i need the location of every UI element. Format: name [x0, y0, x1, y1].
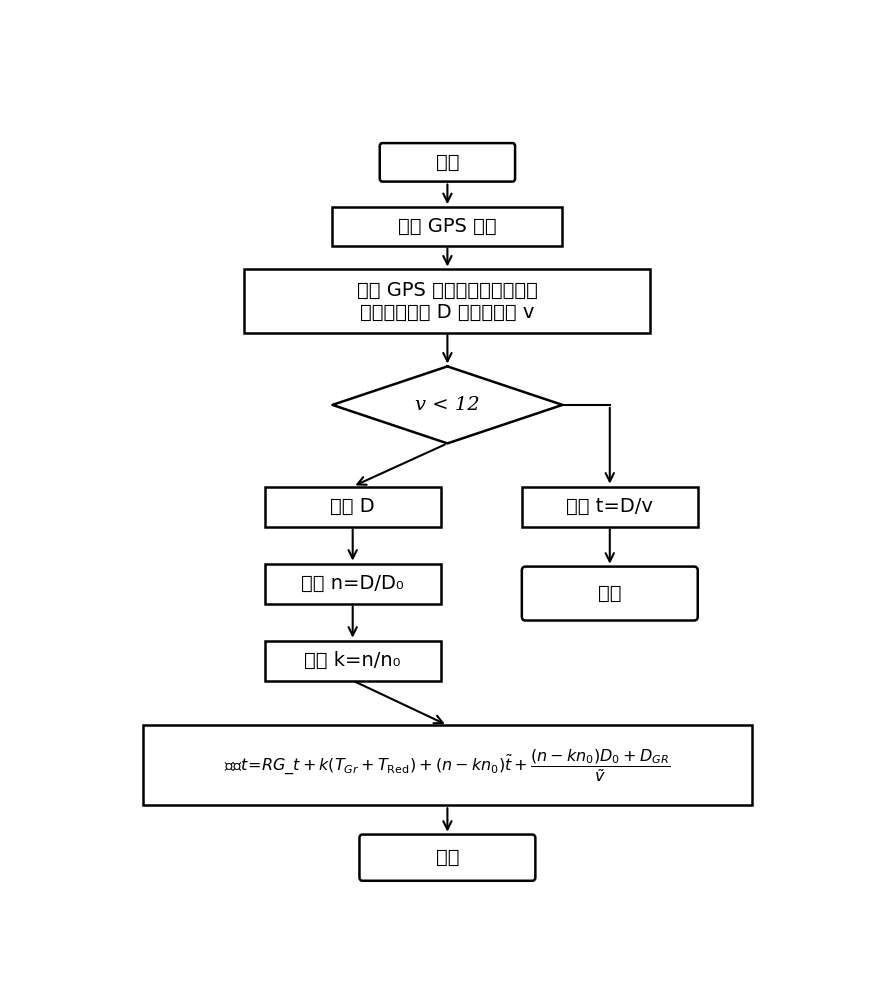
Text: 结束: 结束 [598, 584, 622, 603]
FancyBboxPatch shape [360, 835, 535, 881]
Text: 开始: 开始 [436, 153, 459, 172]
Bar [522, 487, 698, 527]
Text: 采集 GPS 数据: 采集 GPS 数据 [398, 217, 497, 236]
Text: 利用 GPS 数据计算与将要通过
的信号灯距离 D 及当前速度 v: 利用 GPS 数据计算与将要通过 的信号灯距离 D 及当前速度 v [357, 280, 538, 321]
FancyBboxPatch shape [380, 143, 515, 182]
Text: 计算$t\!=\!RG\_t+k(T_{Gr}+T_{\mathrm{Red}})+(n-kn_0)\tilde{t}+\dfrac{(n-kn_0)D_0+D: 计算$t\!=\!RG\_t+k(T_{Gr}+T_{\mathrm{Red}}… [224, 747, 670, 784]
Polygon shape [333, 366, 562, 443]
Text: 计算 n=D/D₀: 计算 n=D/D₀ [301, 574, 404, 593]
Text: 计算 t=D/v: 计算 t=D/v [567, 497, 653, 516]
Bar [265, 487, 441, 527]
Text: v < 12: v < 12 [415, 396, 480, 414]
Bar [143, 725, 752, 805]
Text: 计算 k=n/n₀: 计算 k=n/n₀ [305, 651, 401, 670]
FancyBboxPatch shape [522, 567, 698, 620]
Text: 计算 D: 计算 D [330, 497, 375, 516]
Bar [265, 641, 441, 681]
Bar [265, 564, 441, 604]
Bar [244, 269, 650, 333]
Text: 结束: 结束 [436, 848, 459, 867]
Bar [333, 207, 562, 246]
